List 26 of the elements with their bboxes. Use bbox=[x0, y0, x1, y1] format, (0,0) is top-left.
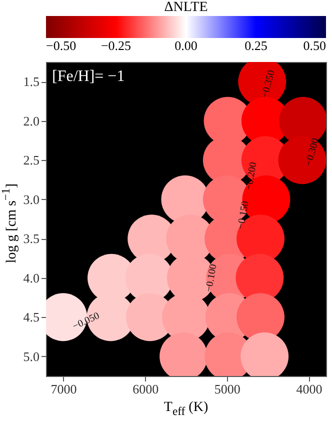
color-bar-title: ΔNLTE bbox=[164, 0, 208, 15]
annotation: −0.050 bbox=[71, 310, 102, 332]
color-bar-label: −0.50 bbox=[46, 38, 76, 53]
color-bar-label: 0.00 bbox=[174, 38, 198, 53]
color-bar-label: 0.50 bbox=[303, 38, 326, 53]
annotation: [Fe/H]= −1 bbox=[52, 68, 125, 85]
x-tick-label: 7000 bbox=[50, 382, 77, 396]
x-tick-label: 6000 bbox=[132, 382, 159, 396]
y-tick-label: 2.0 bbox=[23, 113, 40, 128]
color-bar-label: −0.25 bbox=[100, 38, 132, 53]
x-axis-title: T$_{eff}$ (K) bbox=[162, 400, 210, 418]
annotation: −0.300 bbox=[304, 137, 322, 168]
x-tick-label: 5000 bbox=[214, 382, 240, 396]
y-tick-label: 5.0 bbox=[23, 348, 40, 364]
y-tick-label: 4.0 bbox=[23, 270, 40, 286]
annotation: −0.350 bbox=[260, 69, 278, 100]
annotation: −0.150 bbox=[236, 200, 252, 230]
annotation: −0.100 bbox=[204, 263, 220, 293]
y-tick-label: 2.5 bbox=[23, 152, 40, 168]
y-tick-label: 1.5 bbox=[23, 74, 40, 90]
y-tick-label: 4.5 bbox=[23, 310, 40, 325]
y-tick-label: 3.5 bbox=[23, 231, 40, 246]
x-tick-label: 4000 bbox=[296, 382, 322, 396]
annotation: −0.200 bbox=[244, 161, 260, 191]
y-tick-label: 3.0 bbox=[23, 192, 40, 207]
color-bar-label: 0.25 bbox=[244, 38, 268, 53]
